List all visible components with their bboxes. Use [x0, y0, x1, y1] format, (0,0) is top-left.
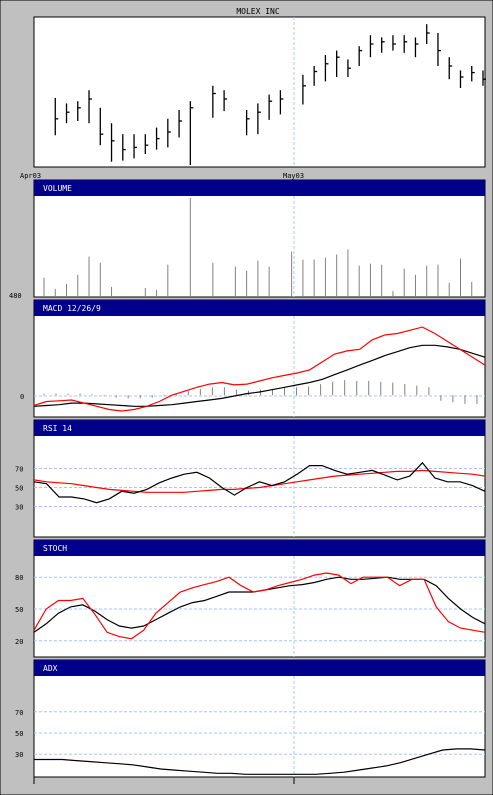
stoch-header [34, 540, 485, 556]
macd-panel: MACD 12/26/9 0 [20, 299, 486, 418]
rsi-label: RSI 14 [43, 424, 72, 433]
tick-label: 50 [15, 606, 23, 614]
adx-panel-bg [33, 659, 486, 778]
rsi-line [33, 461, 486, 504]
tick-label: 30 [15, 751, 23, 759]
adx-panel: ADX 70 50 30 [15, 659, 486, 778]
adx-grid: 70 50 30 [15, 709, 485, 759]
stoch-k-line [33, 572, 486, 640]
stoch-label: STOCH [43, 544, 67, 553]
tick-label: 70 [15, 466, 23, 474]
stoch-panel: STOCH 80 50 20 [15, 539, 486, 658]
stoch-grid: 80 50 20 [15, 574, 485, 646]
macd-signal-line [33, 344, 486, 407]
tick-label: 80 [15, 574, 23, 582]
tick-label: 70 [15, 709, 23, 717]
tick-label: 20 [15, 638, 23, 646]
tick-label: 30 [15, 504, 23, 512]
rsi-header [34, 420, 485, 436]
adx-label: ADX [43, 664, 58, 673]
macd-zero-label: 0 [20, 393, 24, 401]
volume-label: VOLUME [43, 184, 72, 193]
rsi-average-line [33, 469, 486, 493]
rsi-panel-bg [33, 419, 486, 538]
adx-line [34, 748, 486, 775]
macd-panel-bg [33, 299, 486, 418]
macd-label: MACD 12/26/9 [43, 304, 101, 313]
x-label-apr: Apr03 [20, 172, 41, 180]
volume-axis-label: 480 [9, 292, 22, 300]
volume-panel: VOLUME 480 [9, 179, 486, 300]
price-panel-bg [33, 16, 486, 168]
volume-panel-bg [33, 179, 486, 298]
price-panel: MOLEX INC Apr03 May03 [20, 7, 486, 180]
x-label-may: May03 [283, 172, 304, 180]
tick-label: 50 [15, 730, 23, 738]
adx-header [34, 660, 485, 676]
tick-label: 50 [15, 485, 23, 493]
price-bars [54, 24, 486, 165]
macd-line [33, 326, 486, 412]
price-title: MOLEX INC [236, 7, 280, 16]
stoch-panel-bg [33, 539, 486, 658]
macd-header [34, 300, 485, 316]
volume-bars [43, 198, 473, 297]
rsi-panel: RSI 14 70 50 30 [15, 419, 486, 538]
volume-header [34, 180, 485, 196]
